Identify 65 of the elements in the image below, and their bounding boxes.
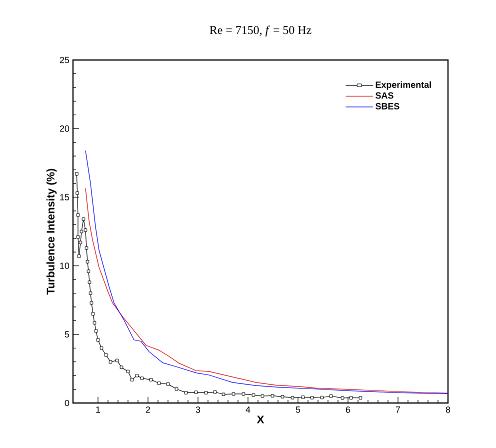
legend-label: SAS: [376, 92, 394, 99]
point: [140, 376, 144, 380]
point: [280, 395, 284, 398]
point: [252, 393, 256, 397]
point: [76, 191, 79, 195]
point: [301, 396, 305, 399]
point: [92, 321, 96, 324]
point: [232, 392, 236, 396]
x-axis-title: X: [256, 416, 264, 424]
x-tick-label: 7: [396, 406, 400, 413]
point: [349, 396, 353, 400]
point: [77, 254, 81, 258]
point: [84, 246, 88, 250]
point: [126, 370, 130, 374]
legend-label: SBES: [376, 103, 400, 110]
point: [204, 391, 208, 394]
point: [184, 391, 188, 394]
x-tick-label: 5: [296, 406, 300, 413]
x-tick-label: 1: [96, 406, 100, 413]
point: [149, 378, 153, 382]
point: [130, 378, 134, 382]
point: [90, 301, 94, 304]
point: [329, 394, 333, 398]
x-tick-label: 8: [446, 406, 450, 413]
chart-title: Re = 7150, f = 50 Hz: [210, 26, 312, 37]
point: [91, 312, 95, 316]
point: [94, 329, 98, 333]
line-series: [85, 150, 448, 394]
x-tick-label: 6: [346, 406, 350, 413]
point: [222, 392, 226, 396]
point: [270, 394, 274, 398]
y-tick-label: 0: [64, 400, 70, 406]
point: [96, 338, 100, 342]
point: [76, 213, 80, 217]
point: [100, 346, 104, 350]
y-tick-label: 10: [60, 262, 70, 269]
point: [135, 374, 139, 378]
legend-label: Experimental: [376, 81, 431, 90]
y-tick-label: 20: [60, 125, 70, 132]
y-tick-label: 5: [64, 331, 70, 338]
line-series: [85, 188, 448, 394]
point: [75, 172, 78, 176]
point: [84, 228, 88, 232]
y-tick-label: 15: [60, 194, 70, 200]
point: [242, 392, 246, 396]
y-tick-label: 25: [60, 56, 70, 64]
point: [88, 280, 92, 284]
point: [194, 390, 198, 394]
x-tick-label: 3: [196, 406, 200, 413]
point: [358, 396, 362, 400]
point: [120, 366, 124, 369]
point: [290, 396, 294, 400]
point: [108, 360, 112, 364]
point: [86, 260, 90, 264]
point: [82, 218, 86, 221]
point: [88, 292, 92, 295]
point: [86, 270, 90, 273]
point: [310, 396, 314, 400]
point: [166, 382, 170, 386]
point: [340, 396, 344, 400]
x-tick-label: 4: [246, 406, 250, 413]
point: [115, 358, 119, 362]
x-tick-label: 2: [146, 406, 150, 413]
y-axis-title: Turbulence Intensity (%): [46, 168, 57, 295]
point: [157, 382, 161, 385]
